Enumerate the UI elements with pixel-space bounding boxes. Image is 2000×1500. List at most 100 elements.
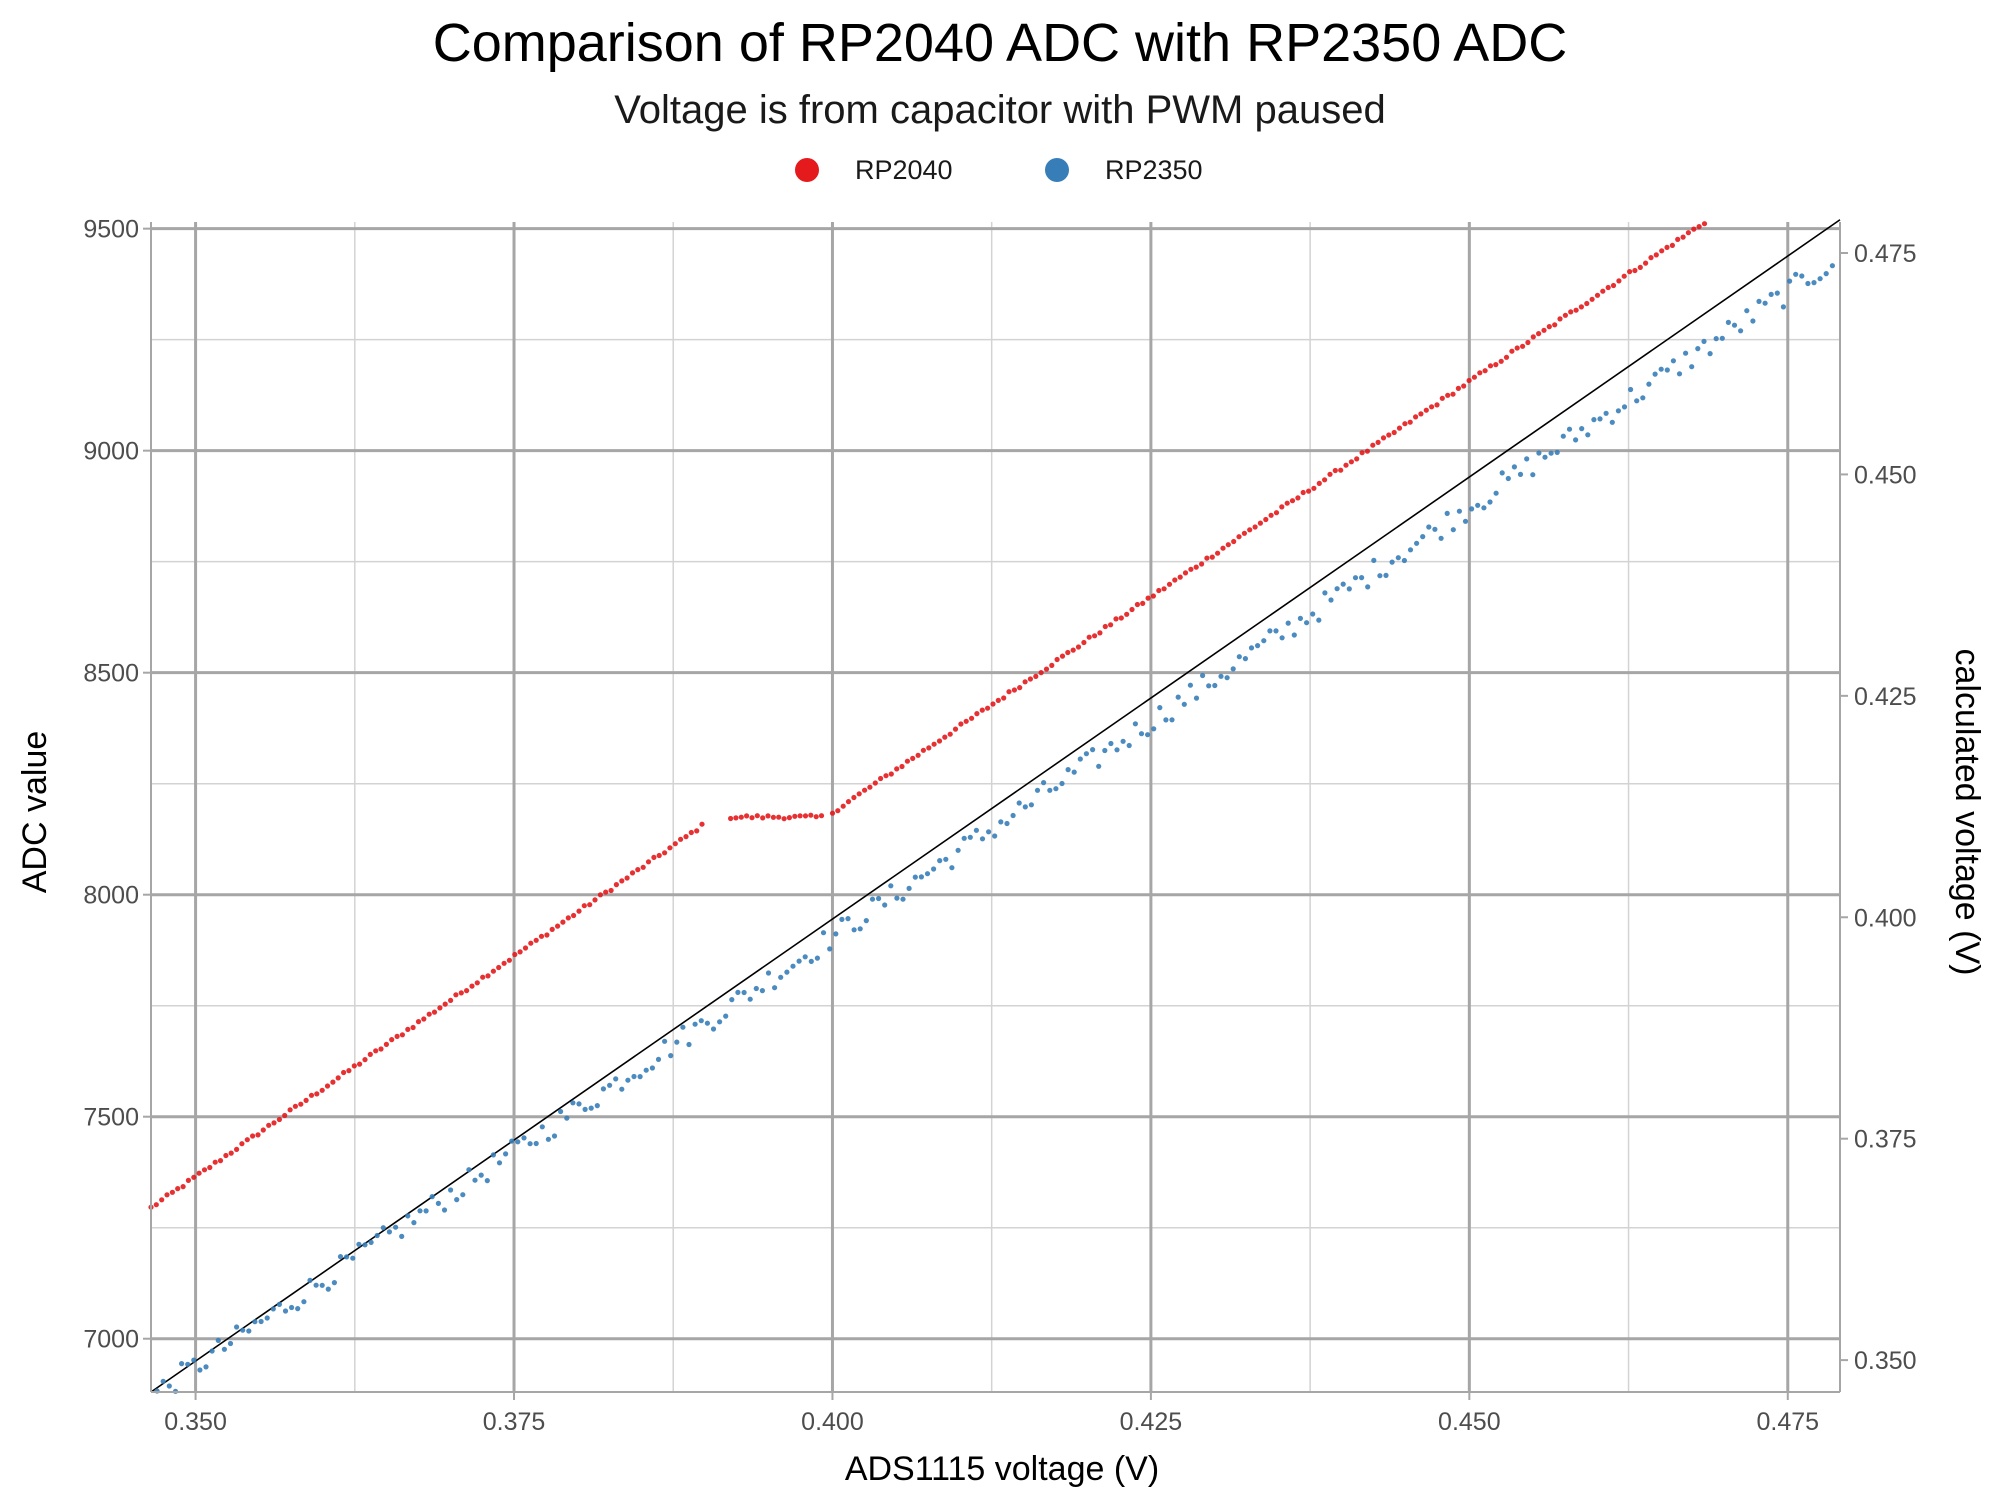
data-point-rp2040 [266, 1122, 272, 1128]
data-point-rp2350 [924, 871, 931, 877]
legend-label-rp2350: RP2350 [1105, 154, 1203, 185]
data-point-rp2040 [244, 1137, 250, 1143]
data-point-rp2350 [1469, 506, 1475, 512]
data-point-rp2350 [1817, 276, 1823, 282]
data-point-rp2350 [710, 1026, 717, 1032]
data-point-rp2350 [1695, 346, 1701, 352]
data-point-rp2040 [754, 813, 760, 819]
data-point-rp2040 [1348, 459, 1354, 465]
data-point-rp2040 [1552, 322, 1558, 328]
data-point-rp2040 [287, 1107, 293, 1113]
chart-subtitle: Voltage is from capacitor with PWM pause… [614, 88, 1386, 132]
data-point-rp2040 [1391, 429, 1397, 436]
data-point-rp2040 [1536, 331, 1542, 337]
data-point-rp2350 [1676, 371, 1683, 377]
data-point-rp2040 [533, 937, 539, 943]
data-point-rp2350 [1371, 557, 1377, 564]
y-tick-label: 7500 [83, 1104, 139, 1132]
data-point-rp2350 [820, 930, 827, 936]
data-point-rp2040 [1150, 593, 1156, 599]
data-point-rp2040 [1471, 374, 1477, 380]
x-tick-label: 0.450 [1438, 1408, 1501, 1436]
data-point-rp2350 [374, 1232, 380, 1239]
data-point-rp2040 [1124, 611, 1130, 617]
data-point-rp2350 [1310, 611, 1316, 617]
legend-marker-rp2350 [1045, 158, 1069, 182]
chart-title: Comparison of RP2040 ADC with RP2350 ADC [432, 13, 1568, 73]
data-point-rp2040 [1445, 392, 1451, 398]
data-point-rp2350 [1053, 786, 1059, 792]
data-point-rp2350 [698, 1018, 704, 1024]
data-point-rp2350 [1236, 654, 1242, 660]
data-point-rp2350 [484, 1178, 490, 1184]
data-point-rp2350 [1762, 300, 1768, 306]
data-point-rp2350 [668, 1053, 674, 1059]
data-point-rp2040 [399, 1032, 405, 1038]
data-point-rp2040 [1514, 345, 1520, 351]
data-point-rp2350 [1108, 740, 1114, 747]
data-point-rp2350 [1248, 645, 1255, 651]
data-point-rp2040 [667, 845, 673, 851]
data-point-rp2350 [472, 1177, 478, 1183]
data-point-rp2040 [480, 974, 486, 980]
data-point-rp2350 [686, 1041, 692, 1048]
data-point-rp2350 [692, 1021, 698, 1027]
data-point-rp2350 [1193, 695, 1200, 701]
data-point-rp2350 [1511, 464, 1517, 470]
data-point-rp2040 [883, 773, 889, 779]
data-point-rp2040 [501, 960, 507, 966]
data-point-rp2350 [399, 1233, 405, 1239]
data-point-rp2040 [153, 1202, 159, 1208]
data-point-rp2040 [330, 1079, 336, 1085]
data-point-rp2350 [521, 1135, 527, 1141]
data-point-rp2350 [1768, 291, 1774, 297]
data-point-rp2040 [1220, 545, 1226, 551]
data-point-rp2350 [1456, 508, 1462, 514]
data-point-rp2350 [1083, 751, 1089, 757]
data-point-rp2040 [1669, 242, 1675, 248]
data-point-rp2350 [1750, 318, 1756, 324]
data-point-rp2350 [368, 1239, 374, 1245]
data-point-rp2040 [1022, 679, 1028, 685]
data-point-rp2040 [223, 1152, 229, 1159]
data-point-rp2350 [1346, 586, 1352, 592]
data-point-rp2350 [931, 866, 937, 872]
data-point-rp2040 [485, 973, 491, 979]
data-point-rp2040 [629, 870, 636, 876]
y-tick-label: 8000 [83, 882, 139, 910]
data-point-rp2040 [1685, 230, 1691, 236]
data-point-rp2350 [1646, 381, 1652, 387]
data-point-rp2040 [324, 1083, 331, 1089]
data-point-rp2350 [906, 885, 912, 892]
data-point-rp2350 [234, 1324, 240, 1330]
data-point-rp2350 [1609, 419, 1615, 425]
reference-line [150, 219, 1841, 1393]
x-tick-label: 0.375 [483, 1408, 546, 1436]
data-point-rp2040 [1054, 656, 1060, 663]
data-point-rp2040 [1680, 234, 1686, 240]
data-point-rp2350 [1823, 271, 1829, 277]
y2-axis-title: calculated voltage (V) [1948, 649, 1986, 976]
data-point-rp2350 [289, 1304, 295, 1311]
data-point-rp2350 [814, 955, 821, 961]
data-point-rp2350 [527, 1141, 533, 1147]
data-point-rp2350 [1365, 584, 1371, 590]
data-point-rp2350 [1505, 475, 1511, 482]
y-axis-ticks: 7000 7500 8000 8500 9000 9500 [83, 216, 151, 1354]
x-tick-label: 0.400 [801, 1408, 864, 1436]
legend-marker-rp2040 [795, 158, 819, 182]
data-point-rp2350 [344, 1254, 350, 1260]
data-point-rp2350 [1548, 450, 1554, 456]
data-point-rp2040 [1284, 500, 1290, 506]
data-point-rp2040 [196, 1170, 202, 1176]
data-point-rp2350 [857, 926, 863, 932]
data-point-rp2040 [1161, 586, 1167, 592]
data-point-rp2040 [1396, 425, 1403, 431]
data-point-rp2350 [1444, 510, 1450, 516]
data-point-rp2350 [802, 954, 808, 960]
data-point-rp2350 [1224, 675, 1230, 681]
data-point-rp2040 [619, 878, 625, 884]
data-point-rp2040 [346, 1068, 352, 1074]
data-point-rp2350 [350, 1255, 356, 1261]
